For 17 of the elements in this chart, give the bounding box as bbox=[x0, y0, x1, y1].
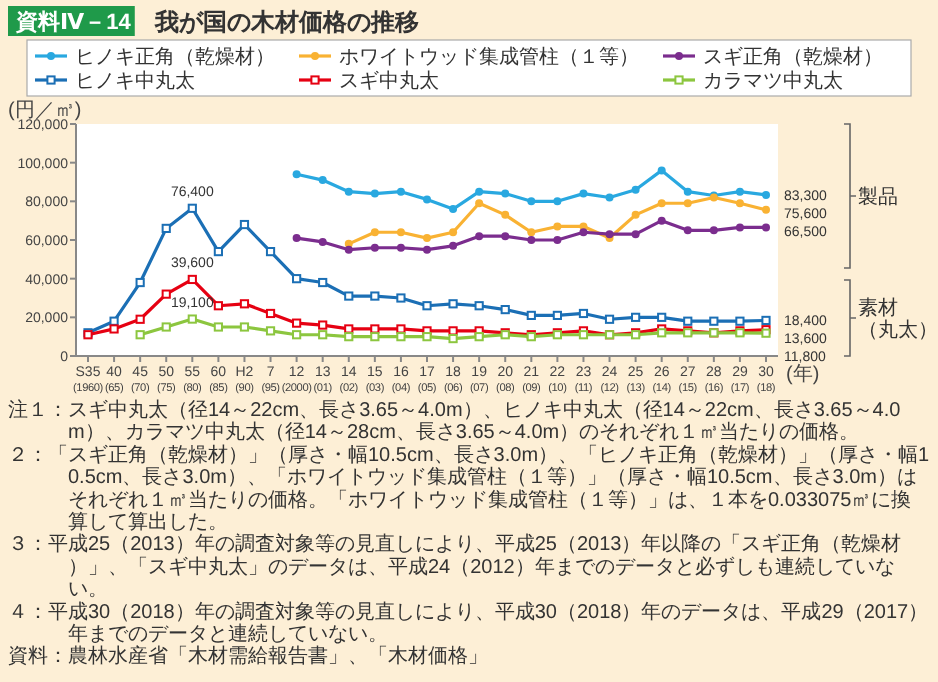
chart-subtitle: 資料Ⅳ－14 bbox=[14, 9, 133, 35]
text: 資料：農林水産省「木材需給報告書」、「木材価格」 bbox=[8, 644, 488, 669]
text: ４：平成30（2018）年の調査対象等の見直しにより、平成30（2018）年のデータは、平成29（2017）年までのデータと連続していない。 bbox=[8, 599, 929, 646]
text: 素材（丸太） bbox=[858, 295, 938, 342]
text: ３：平成25（2013）年の調査対象等の見直しにより、平成25（2013）年以降の「スギ正角（乾燥材）」、「スギ中丸太」のデータは、平成24（2012）年までのデータと必ずしも連続していない。 bbox=[8, 532, 902, 602]
legend-label: スギ中丸太 bbox=[339, 69, 439, 93]
text: 製品 bbox=[858, 184, 898, 209]
legend-label: カラマツ中丸太 bbox=[703, 69, 843, 93]
text: ２：「スギ正角（乾燥材）」（厚さ・幅10.5cm、長さ3.0m）、「ヒノキ正角（乾燥材）」（厚さ・幅10.5cm、長さ3.0m）、「ホワイトウッド集成管柱（１等）」（厚さ・幅10.5cm、長さ3.0m）はそれぞれ１㎥当たりの価格。「ホワイトウッド集成管柱（１等）」は、１本を0.033075㎥に換算して算出した。 bbox=[8, 442, 931, 534]
legend-label: ホワイトウッド集成管柱（１等） bbox=[339, 45, 639, 69]
text: 注１：スギ中丸太（径14～22cm、長さ3.65～4.0m）、ヒノキ中丸太（径14～22cm、長さ3.65～4.0m）、カラマツ中丸太（径14～28cm、長さ3.65～4.0m）のそれぞれ１㎥当たりの価格。 bbox=[8, 398, 902, 445]
y-axis-title: (円／㎥) bbox=[8, 100, 82, 122]
x-axis-title: (年) bbox=[786, 362, 820, 386]
legend-label: スギ正角（乾燥材） bbox=[703, 45, 883, 69]
legend-label: ヒノキ正角（乾燥材） bbox=[75, 45, 275, 69]
legend-label: ヒノキ中丸太 bbox=[75, 69, 195, 93]
chart-title: 我が国の木材価格の推移 bbox=[152, 8, 419, 36]
